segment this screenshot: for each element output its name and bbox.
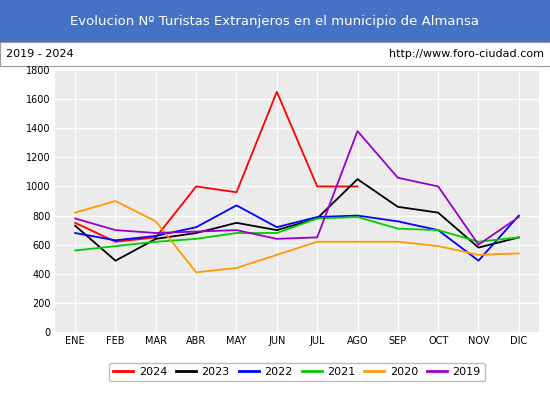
Legend: 2024, 2023, 2022, 2021, 2020, 2019: 2024, 2023, 2022, 2021, 2020, 2019: [109, 362, 485, 382]
Text: 2019 - 2024: 2019 - 2024: [6, 49, 73, 59]
Text: http://www.foro-ciudad.com: http://www.foro-ciudad.com: [389, 49, 544, 59]
Text: Evolucion Nº Turistas Extranjeros en el municipio de Almansa: Evolucion Nº Turistas Extranjeros en el …: [70, 14, 480, 28]
